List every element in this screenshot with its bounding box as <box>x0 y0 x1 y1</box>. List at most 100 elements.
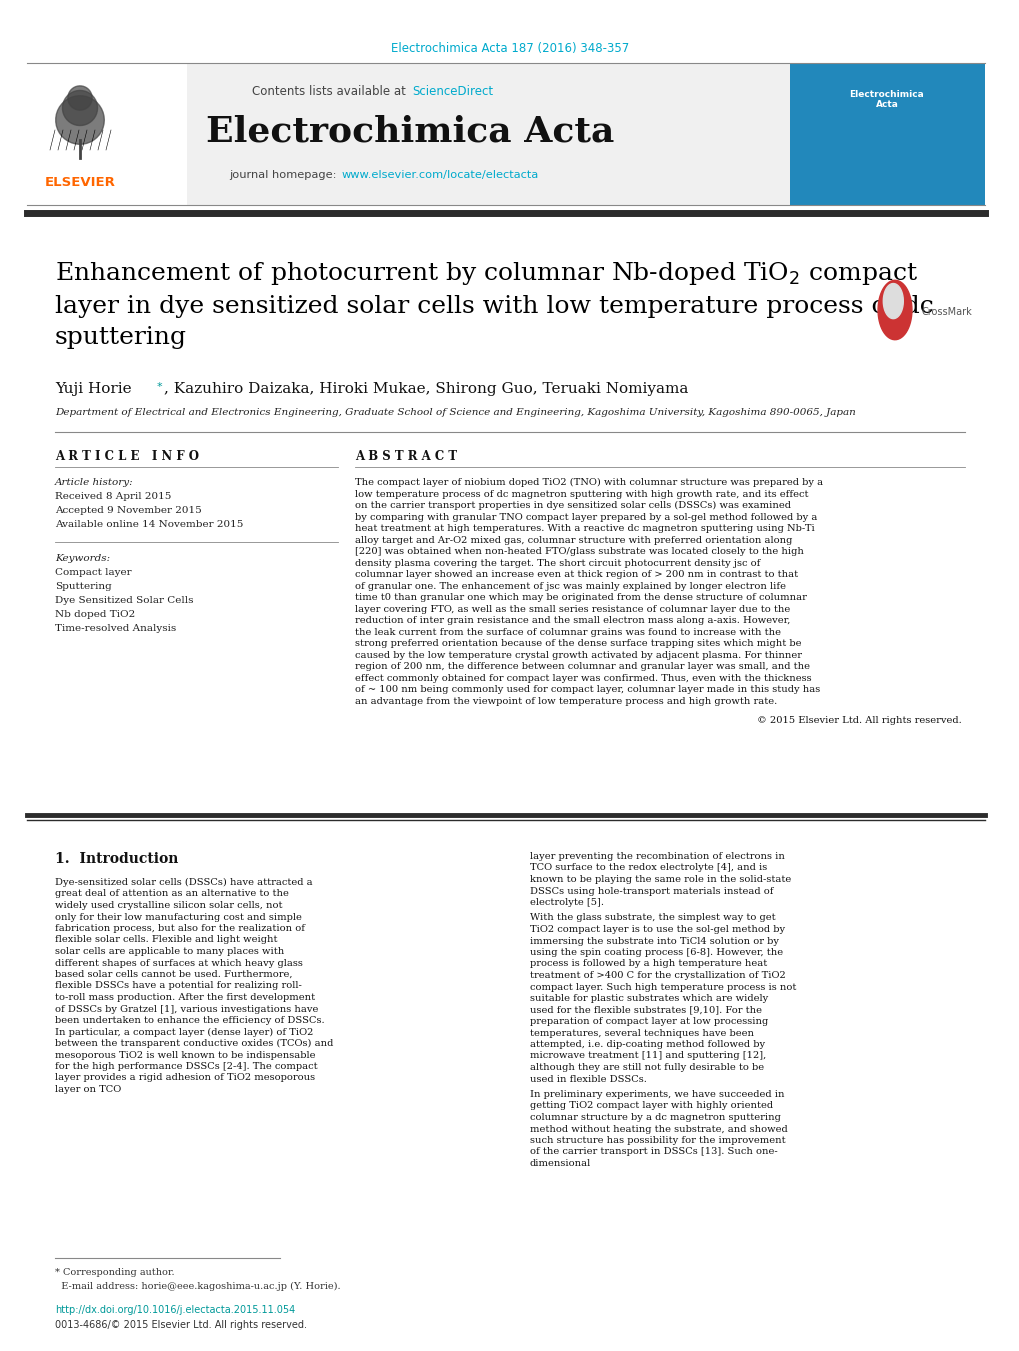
Text: an advantage from the viewpoint of low temperature process and high growth rate.: an advantage from the viewpoint of low t… <box>355 697 776 705</box>
Text: using the spin coating process [6-8]. However, the: using the spin coating process [6-8]. Ho… <box>530 948 783 957</box>
Text: heat treatment at high temperatures. With a reactive dc magnetron sputtering usi: heat treatment at high temperatures. Wit… <box>355 524 814 534</box>
Text: reduction of inter grain resistance and the small electron mass along a-axis. Ho: reduction of inter grain resistance and … <box>355 616 790 626</box>
Text: compact layer. Such high temperature process is not: compact layer. Such high temperature pro… <box>530 982 796 992</box>
Text: only for their low manufacturing cost and simple: only for their low manufacturing cost an… <box>55 912 302 921</box>
Text: different shapes of surfaces at which heavy glass: different shapes of surfaces at which he… <box>55 958 303 967</box>
Text: time t0 than granular one which may be originated from the dense structure of co: time t0 than granular one which may be o… <box>355 593 806 603</box>
FancyBboxPatch shape <box>790 63 984 205</box>
Text: www.elsevier.com/locate/electacta: www.elsevier.com/locate/electacta <box>341 170 539 180</box>
Text: Dye-sensitized solar cells (DSSCs) have attracted a: Dye-sensitized solar cells (DSSCs) have … <box>55 878 312 888</box>
Text: Compact layer: Compact layer <box>55 567 131 577</box>
Text: * Corresponding author.: * Corresponding author. <box>55 1269 174 1277</box>
Text: for the high performance DSSCs [2-4]. The compact: for the high performance DSSCs [2-4]. Th… <box>55 1062 317 1071</box>
Text: method without heating the substrate, and showed: method without heating the substrate, an… <box>530 1124 787 1133</box>
Text: TiO2 compact layer is to use the sol-gel method by: TiO2 compact layer is to use the sol-gel… <box>530 925 785 934</box>
Text: The compact layer of niobium doped TiO2 (TNO) with columnar structure was prepar: The compact layer of niobium doped TiO2 … <box>355 478 822 488</box>
Text: Dye Sensitized Solar Cells: Dye Sensitized Solar Cells <box>55 596 194 605</box>
Text: Nb doped TiO2: Nb doped TiO2 <box>55 611 136 619</box>
Text: columnar structure by a dc magnetron sputtering: columnar structure by a dc magnetron spu… <box>530 1113 781 1121</box>
Text: known to be playing the same role in the solid-state: known to be playing the same role in the… <box>530 875 791 884</box>
Text: Yuji Horie: Yuji Horie <box>55 382 131 396</box>
Text: solar cells are applicable to many places with: solar cells are applicable to many place… <box>55 947 284 957</box>
Text: E-mail address: horie@eee.kagoshima-u.ac.jp (Y. Horie).: E-mail address: horie@eee.kagoshima-u.ac… <box>55 1282 340 1292</box>
Text: Keywords:: Keywords: <box>55 554 110 563</box>
Text: region of 200 nm, the difference between columnar and granular layer was small, : region of 200 nm, the difference between… <box>355 662 809 671</box>
Text: flexible DSSCs have a potential for realizing roll-: flexible DSSCs have a potential for real… <box>55 981 302 990</box>
Text: by comparing with granular TNO compact layer prepared by a sol-gel method follow: by comparing with granular TNO compact l… <box>355 512 816 521</box>
Text: DSSCs using hole-transport materials instead of: DSSCs using hole-transport materials ins… <box>530 886 772 896</box>
Text: of the carrier transport in DSSCs [13]. Such one-: of the carrier transport in DSSCs [13]. … <box>530 1147 777 1156</box>
Text: [220] was obtained when non-heated FTO/glass substrate was located closely to th: [220] was obtained when non-heated FTO/g… <box>355 547 803 557</box>
Text: low temperature process of dc magnetron sputtering with high growth rate, and it: low temperature process of dc magnetron … <box>355 489 808 499</box>
Text: based solar cells cannot be used. Furthermore,: based solar cells cannot be used. Furthe… <box>55 970 292 979</box>
Text: electrolyte [5].: electrolyte [5]. <box>530 898 603 907</box>
Text: Contents lists available at: Contents lists available at <box>252 85 410 99</box>
Text: alloy target and Ar-O2 mixed gas, columnar structure with preferred orientation : alloy target and Ar-O2 mixed gas, column… <box>355 535 792 544</box>
Polygon shape <box>68 86 92 111</box>
Text: In particular, a compact layer (dense layer) of TiO2: In particular, a compact layer (dense la… <box>55 1028 313 1036</box>
Text: layer preventing the recombination of electrons in: layer preventing the recombination of el… <box>530 852 784 861</box>
Text: preparation of compact layer at low processing: preparation of compact layer at low proc… <box>530 1017 767 1025</box>
Text: Time-resolved Analysis: Time-resolved Analysis <box>55 624 176 634</box>
Text: http://dx.doi.org/10.1016/j.electacta.2015.11.054: http://dx.doi.org/10.1016/j.electacta.20… <box>55 1305 294 1315</box>
Text: strong preferred orientation because of the dense surface trapping sites which m: strong preferred orientation because of … <box>355 639 801 648</box>
Text: the leak current from the surface of columnar grains was found to increase with : the leak current from the surface of col… <box>355 627 781 636</box>
Text: Accepted 9 November 2015: Accepted 9 November 2015 <box>55 507 202 515</box>
Text: 1.  Introduction: 1. Introduction <box>55 852 178 866</box>
Text: Electrochimica Acta 187 (2016) 348-357: Electrochimica Acta 187 (2016) 348-357 <box>390 42 629 55</box>
Polygon shape <box>56 96 104 145</box>
Text: Sputtering: Sputtering <box>55 582 112 590</box>
FancyBboxPatch shape <box>26 63 984 205</box>
Text: ELSEVIER: ELSEVIER <box>45 176 115 189</box>
Text: used in flexible DSSCs.: used in flexible DSSCs. <box>530 1074 646 1084</box>
Text: journal homepage:: journal homepage: <box>228 170 339 180</box>
FancyBboxPatch shape <box>26 63 186 205</box>
Text: great deal of attention as an alternative to the: great deal of attention as an alternativ… <box>55 889 288 898</box>
Text: effect commonly obtained for compact layer was confirmed. Thus, even with the th: effect commonly obtained for compact lay… <box>355 674 811 682</box>
Polygon shape <box>882 284 903 319</box>
Text: ScienceDirect: ScienceDirect <box>412 85 492 99</box>
Text: such structure has possibility for the improvement: such structure has possibility for the i… <box>530 1136 785 1146</box>
Text: treatment of >400 C for the crystallization of TiO2: treatment of >400 C for the crystallizat… <box>530 971 785 979</box>
Text: TCO surface to the redox electrolyte [4], and is: TCO surface to the redox electrolyte [4]… <box>530 863 766 873</box>
Text: attempted, i.e. dip-coating method followed by: attempted, i.e. dip-coating method follo… <box>530 1040 764 1048</box>
Text: of granular one. The enhancement of jsc was mainly explained by longer electron : of granular one. The enhancement of jsc … <box>355 581 786 590</box>
Text: A B S T R A C T: A B S T R A C T <box>355 450 457 463</box>
Text: columnar layer showed an increase even at thick region of > 200 nm in contrast t: columnar layer showed an increase even a… <box>355 570 797 580</box>
Text: Electrochimica
Acta: Electrochimica Acta <box>849 91 923 109</box>
Text: In preliminary experiments, we have succeeded in: In preliminary experiments, we have succ… <box>530 1090 784 1098</box>
Text: density plasma covering the target. The short circuit photocurrent density jsc o: density plasma covering the target. The … <box>355 558 759 567</box>
Text: getting TiO2 compact layer with highly oriented: getting TiO2 compact layer with highly o… <box>530 1101 772 1111</box>
Polygon shape <box>877 280 911 339</box>
Text: flexible solar cells. Flexible and light weight: flexible solar cells. Flexible and light… <box>55 935 277 944</box>
Text: Enhancement of photocurrent by columnar Nb-doped TiO$_2$ compact
layer in dye se: Enhancement of photocurrent by columnar … <box>55 259 932 349</box>
Text: widely used crystalline silicon solar cells, not: widely used crystalline silicon solar ce… <box>55 901 282 911</box>
Text: caused by the low temperature crystal growth activated by adjacent plasma. For t: caused by the low temperature crystal gr… <box>355 650 801 659</box>
Polygon shape <box>62 91 98 126</box>
Text: although they are still not fully desirable to be: although they are still not fully desira… <box>530 1063 763 1071</box>
Text: of ~ 100 nm being commonly used for compact layer, columnar layer made in this s: of ~ 100 nm being commonly used for comp… <box>355 685 819 694</box>
Text: on the carrier transport properties in dye sensitized solar cells (DSSCs) was ex: on the carrier transport properties in d… <box>355 501 790 511</box>
Text: Department of Electrical and Electronics Engineering, Graduate School of Science: Department of Electrical and Electronics… <box>55 408 855 417</box>
Text: layer provides a rigid adhesion of TiO2 mesoporous: layer provides a rigid adhesion of TiO2 … <box>55 1074 315 1082</box>
Text: *: * <box>157 382 162 392</box>
Text: to-roll mass production. After the first development: to-roll mass production. After the first… <box>55 993 315 1002</box>
Text: With the glass substrate, the simplest way to get: With the glass substrate, the simplest w… <box>530 913 774 923</box>
Text: CrossMark: CrossMark <box>921 307 972 317</box>
Text: Article history:: Article history: <box>55 478 133 486</box>
Text: 0013-4686/© 2015 Elsevier Ltd. All rights reserved.: 0013-4686/© 2015 Elsevier Ltd. All right… <box>55 1320 307 1329</box>
Text: mesoporous TiO2 is well known to be indispensable: mesoporous TiO2 is well known to be indi… <box>55 1051 315 1059</box>
Text: used for the flexible substrates [9,10]. For the: used for the flexible substrates [9,10].… <box>530 1005 761 1015</box>
Text: process is followed by a high temperature heat: process is followed by a high temperatur… <box>530 959 766 969</box>
Text: © 2015 Elsevier Ltd. All rights reserved.: © 2015 Elsevier Ltd. All rights reserved… <box>756 716 961 725</box>
Text: of DSSCs by Gratzel [1], various investigations have: of DSSCs by Gratzel [1], various investi… <box>55 1005 318 1013</box>
Text: between the transparent conductive oxides (TCOs) and: between the transparent conductive oxide… <box>55 1039 333 1048</box>
Text: Electrochimica Acta: Electrochimica Acta <box>206 115 613 149</box>
Text: been undertaken to enhance the efficiency of DSSCs.: been undertaken to enhance the efficienc… <box>55 1016 324 1025</box>
Text: Received 8 April 2015: Received 8 April 2015 <box>55 492 171 501</box>
Text: immersing the substrate into TiCl4 solution or by: immersing the substrate into TiCl4 solut… <box>530 936 779 946</box>
Text: layer on TCO: layer on TCO <box>55 1085 121 1094</box>
Text: layer covering FTO, as well as the small series resistance of columnar layer due: layer covering FTO, as well as the small… <box>355 604 790 613</box>
Text: microwave treatment [11] and sputtering [12],: microwave treatment [11] and sputtering … <box>530 1051 765 1061</box>
Text: suitable for plastic substrates which are widely: suitable for plastic substrates which ar… <box>530 994 767 1002</box>
